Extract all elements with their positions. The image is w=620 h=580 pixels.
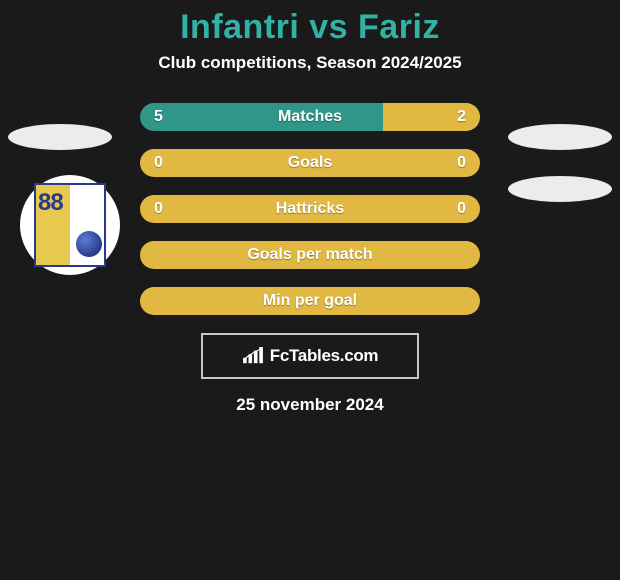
player-left-placeholder <box>8 124 112 150</box>
badge-ball-icon <box>76 231 102 257</box>
page-title: Infantri vs Fariz <box>0 8 620 47</box>
stat-label: Min per goal <box>140 292 480 310</box>
infographic-root: Infantri vs Fariz Club competitions, Sea… <box>0 0 620 580</box>
watermark-box: FcTables.com <box>201 333 419 379</box>
stat-bar-goals: 0 Goals 0 <box>140 149 480 177</box>
stat-bar-hattricks: 0 Hattricks 0 <box>140 195 480 223</box>
stat-label: Goals per match <box>140 246 480 264</box>
watermark-text: FcTables.com <box>270 346 379 366</box>
badge-shield: 88 <box>34 183 106 267</box>
player-right-placeholder-2 <box>508 176 612 202</box>
stat-bar-matches: 5 Matches 2 <box>140 103 480 131</box>
stat-label: Goals <box>140 154 480 172</box>
club-badge-inner: 88 <box>34 183 106 267</box>
stat-label: Matches <box>140 108 480 126</box>
bar-chart-icon <box>242 347 264 365</box>
stat-right-value: 2 <box>457 108 466 126</box>
stat-right-value: 0 <box>457 200 466 218</box>
badge-number: 88 <box>38 189 63 217</box>
infographic-date: 25 november 2024 <box>0 395 620 415</box>
page-subtitle: Club competitions, Season 2024/2025 <box>0 53 620 73</box>
player-right-placeholder-1 <box>508 124 612 150</box>
stat-label: Hattricks <box>140 200 480 218</box>
stat-bar-min-per-goal: Min per goal <box>140 287 480 315</box>
club-badge: 88 <box>20 175 120 275</box>
stat-bars: 5 Matches 2 0 Goals 0 0 Hattricks 0 Goal… <box>140 103 480 315</box>
stat-bar-goals-per-match: Goals per match <box>140 241 480 269</box>
stat-right-value: 0 <box>457 154 466 172</box>
